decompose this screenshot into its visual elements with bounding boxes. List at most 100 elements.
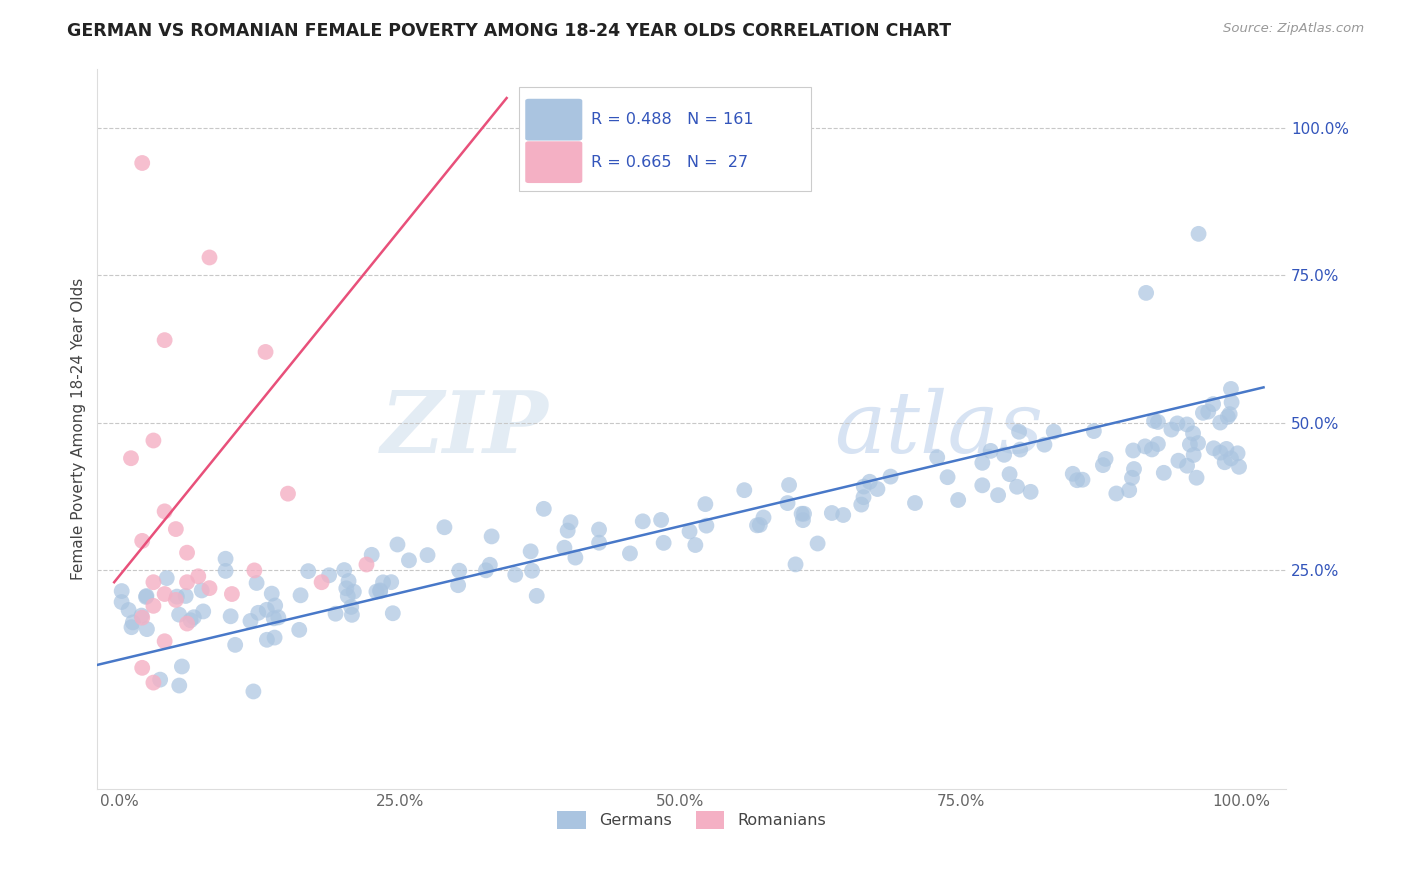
Romanians — [153, 333, 176, 347]
Legend: Germans, Romanians: Germans, Romanians — [551, 805, 832, 835]
Germans — [1209, 416, 1232, 430]
Germans — [263, 631, 285, 645]
Romanians — [187, 569, 209, 583]
Germans — [1220, 382, 1243, 396]
Germans — [1147, 437, 1170, 451]
Germans — [475, 563, 498, 577]
Germans — [335, 582, 357, 596]
Germans — [174, 589, 197, 603]
Germans — [1091, 458, 1114, 472]
Germans — [1175, 417, 1198, 432]
Germans — [135, 590, 157, 604]
Germans — [180, 613, 202, 627]
Germans — [557, 524, 579, 538]
Germans — [1123, 462, 1146, 476]
Germans — [1220, 395, 1243, 409]
Germans — [290, 588, 312, 602]
Germans — [1227, 459, 1250, 474]
Germans — [111, 584, 134, 599]
Germans — [733, 483, 755, 498]
Germans — [183, 610, 205, 624]
Germans — [167, 607, 190, 622]
Germans — [533, 501, 555, 516]
Germans — [1187, 436, 1209, 450]
Germans — [972, 478, 994, 492]
Germans — [785, 558, 807, 572]
Romanians — [176, 575, 198, 590]
Romanians — [153, 587, 176, 601]
Germans — [778, 478, 800, 492]
Germans — [1219, 407, 1241, 421]
Germans — [167, 679, 190, 693]
Germans — [1042, 425, 1064, 439]
Germans — [588, 535, 610, 549]
Germans — [166, 590, 188, 604]
Germans — [807, 536, 830, 550]
Romanians — [311, 575, 333, 590]
Germans — [776, 496, 799, 510]
Germans — [1209, 445, 1232, 459]
Germans — [993, 448, 1015, 462]
Romanians — [153, 504, 176, 518]
Germans — [190, 583, 212, 598]
Germans — [1185, 471, 1208, 485]
Romanians — [165, 522, 187, 536]
Germans — [381, 607, 404, 621]
Germans — [1192, 406, 1215, 420]
Germans — [333, 563, 356, 577]
Germans — [560, 515, 582, 529]
Germans — [337, 574, 360, 588]
Germans — [564, 550, 586, 565]
Romanians — [131, 156, 153, 170]
Germans — [821, 506, 844, 520]
Romanians — [356, 558, 378, 572]
Germans — [336, 589, 359, 603]
Germans — [503, 567, 526, 582]
Germans — [619, 546, 641, 560]
Text: ZIP: ZIP — [381, 387, 548, 470]
Romanians — [176, 546, 198, 560]
Germans — [972, 456, 994, 470]
Germans — [433, 520, 456, 534]
Germans — [368, 584, 391, 599]
Germans — [1175, 458, 1198, 473]
Germans — [371, 575, 394, 590]
Germans — [520, 564, 543, 578]
Germans — [631, 514, 654, 528]
Germans — [1122, 443, 1144, 458]
Germans — [946, 493, 969, 508]
Germans — [246, 576, 269, 591]
Romanians — [198, 581, 221, 595]
Germans — [1226, 446, 1249, 460]
Germans — [263, 611, 285, 625]
Germans — [449, 564, 471, 578]
Germans — [1135, 285, 1157, 300]
Germans — [214, 551, 236, 566]
Germans — [526, 589, 548, 603]
Romanians — [142, 575, 165, 590]
Text: Source: ZipAtlas.com: Source: ZipAtlas.com — [1223, 22, 1364, 36]
Germans — [748, 517, 770, 532]
Germans — [652, 536, 675, 550]
Germans — [297, 564, 319, 578]
Germans — [927, 450, 949, 465]
Germans — [325, 607, 347, 621]
Germans — [214, 564, 236, 578]
Romanians — [142, 599, 165, 613]
Germans — [792, 513, 814, 527]
Germans — [852, 479, 875, 493]
Germans — [832, 508, 855, 522]
Text: GERMAN VS ROMANIAN FEMALE POVERTY AMONG 18-24 YEAR OLDS CORRELATION CHART: GERMAN VS ROMANIAN FEMALE POVERTY AMONG … — [67, 22, 952, 40]
Germans — [260, 587, 283, 601]
Germans — [360, 548, 382, 562]
Germans — [318, 568, 340, 582]
Germans — [1062, 467, 1084, 481]
Germans — [1147, 415, 1170, 429]
Text: atlas: atlas — [834, 387, 1043, 470]
Germans — [193, 604, 215, 618]
Germans — [1019, 484, 1042, 499]
Germans — [1121, 471, 1143, 485]
Germans — [242, 684, 264, 698]
Germans — [851, 498, 873, 512]
Germans — [219, 609, 242, 624]
